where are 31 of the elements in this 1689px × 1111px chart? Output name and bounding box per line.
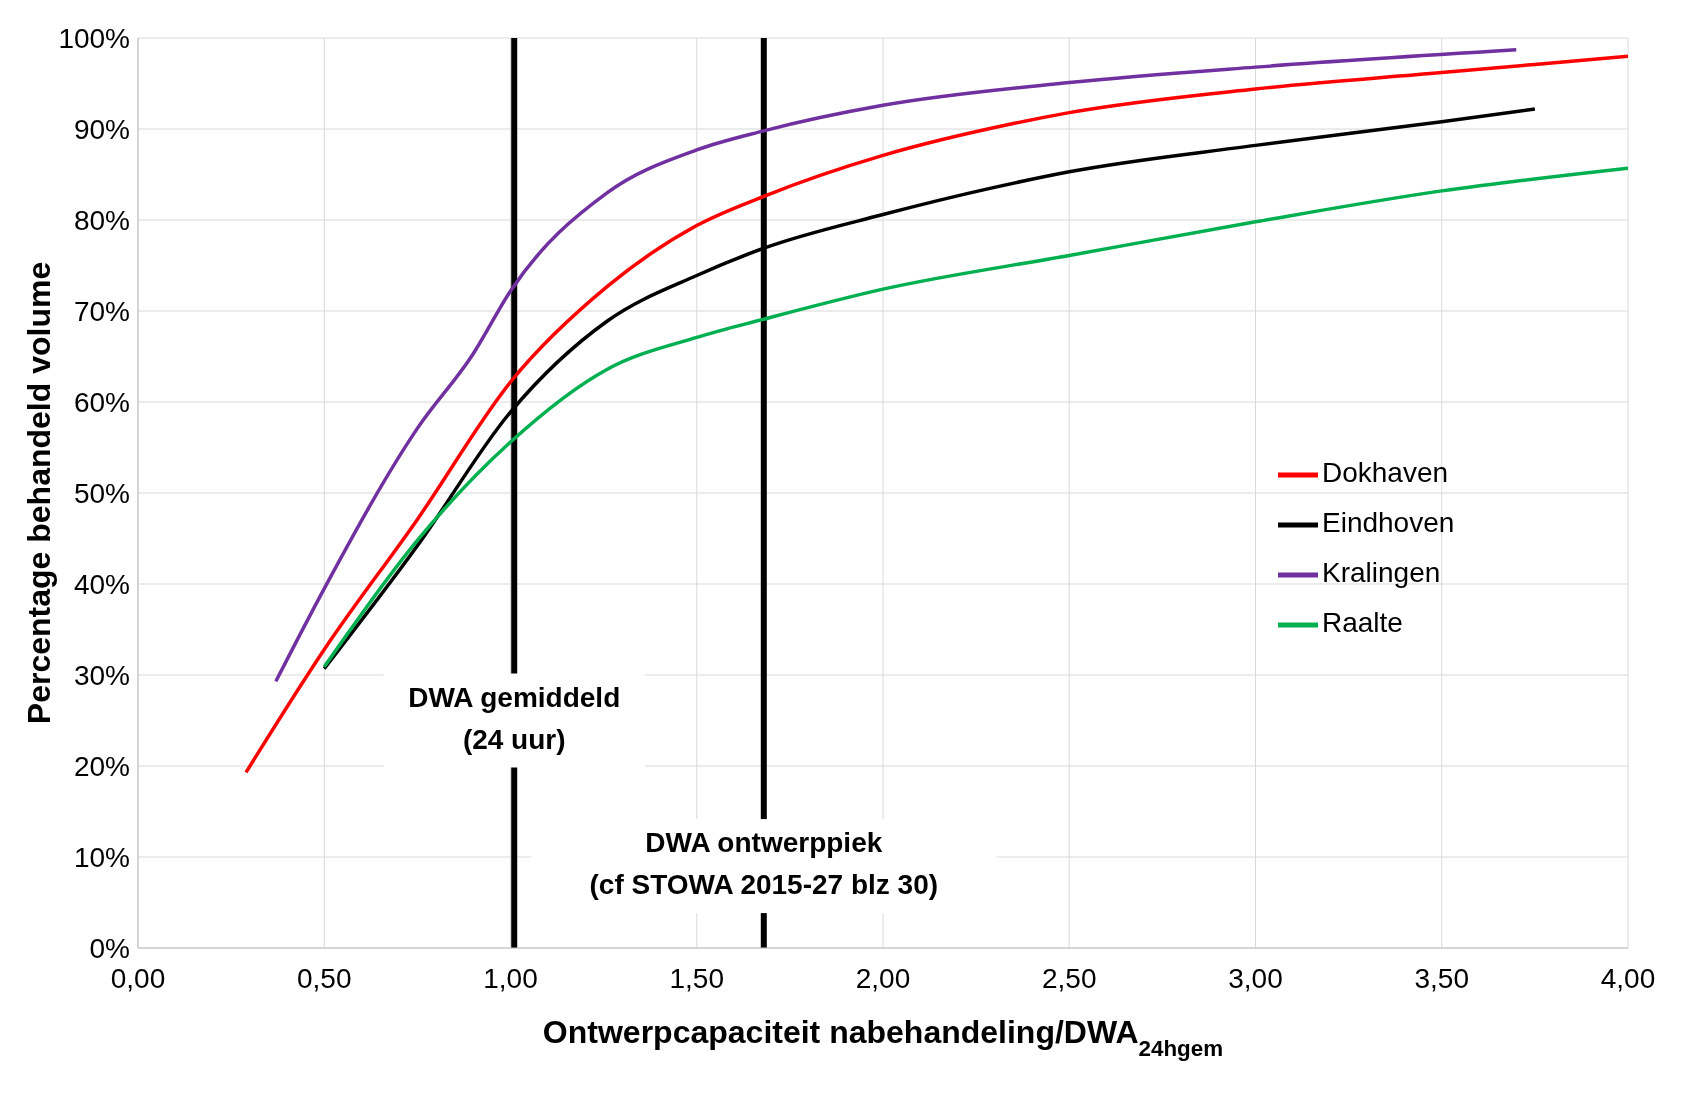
- line-series: [244, 54, 1628, 775]
- y-tick-label: 20%: [73, 750, 130, 782]
- x-tick-label: 2,50: [1042, 962, 1097, 994]
- x-tick-label: 0,00: [110, 962, 166, 994]
- ref-line-label: DWA ontwerppiek (cf STOWA 2015-27 blz 30): [589, 827, 939, 901]
- x-tick-label: 3,50: [1414, 962, 1469, 994]
- x-tick-label: 1,50: [669, 962, 724, 994]
- y-tick-label: 10%: [73, 841, 130, 873]
- x-tick-label: 0,50: [297, 962, 352, 994]
- legend-label: Eindhoven: [1322, 507, 1455, 538]
- y-tick-label: 100%: [58, 22, 130, 54]
- x-axis-title: Ontwerpcapaciteit nabehandeling/DWA$_{24hgem}$: [542, 1014, 1224, 1061]
- ref-line-label: DWA gemiddeld (24 uur): [408, 681, 621, 755]
- y-tick-label: 70%: [73, 295, 130, 327]
- x-tick-label: 1,00: [483, 962, 538, 994]
- line-series: [322, 166, 1628, 669]
- y-tick-label: 0%: [89, 932, 130, 964]
- y-axis-title: Percentage behandeld volume: [21, 261, 57, 725]
- y-tick-label: 60%: [73, 386, 130, 418]
- y-tick-label: 90%: [73, 113, 130, 145]
- x-tick-label: 3,00: [1228, 962, 1283, 994]
- y-tick-label: 80%: [73, 204, 130, 236]
- x-tick-label: 2,00: [855, 962, 911, 994]
- line-series: [274, 48, 1518, 684]
- legend-label: Dokhaven: [1322, 457, 1449, 488]
- y-tick-label: 40%: [73, 568, 130, 600]
- y-tick-label: 50%: [73, 477, 130, 509]
- x-tick-label: 4,00: [1600, 962, 1656, 994]
- y-tick-label: 30%: [73, 659, 130, 691]
- legend-label: Raalte: [1322, 607, 1403, 638]
- legend-label: Kralingen: [1322, 557, 1441, 588]
